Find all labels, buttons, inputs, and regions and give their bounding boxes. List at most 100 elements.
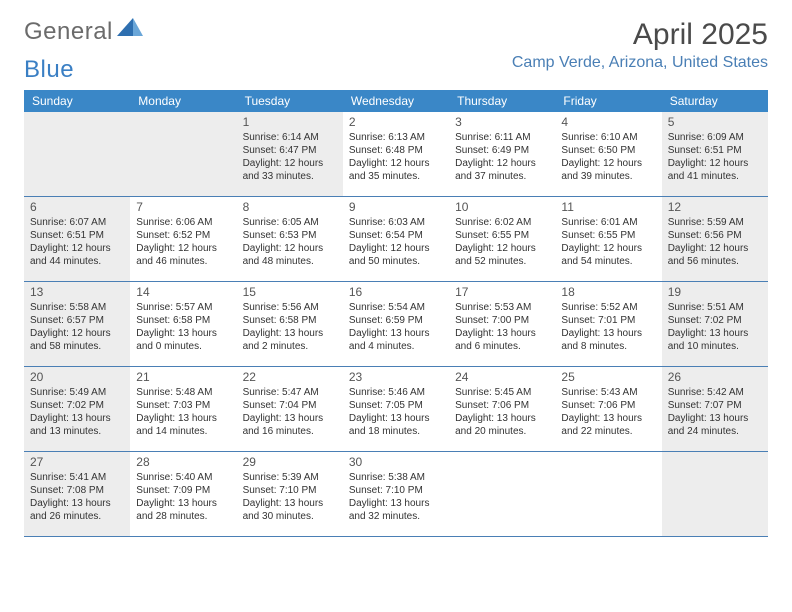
week-row: 13 Sunrise: 5:58 AMSunset: 6:57 PM Dayligh…	[24, 282, 768, 367]
day-number: 21	[136, 370, 230, 384]
daylight-text: Daylight: 13 hours and 6 minutes.	[455, 327, 549, 353]
day-details: Sunrise: 6:09 AMSunset: 6:51 PMDaylight:…	[668, 131, 762, 183]
daylight-text: Daylight: 12 hours and 56 minutes.	[668, 242, 762, 268]
day-number: 12	[668, 200, 762, 214]
day-cell	[555, 452, 661, 536]
day-cell: 3Sunrise: 6:11 AMSunset: 6:49 PMDaylight…	[449, 112, 555, 196]
calendar-grid: SundayMondayTuesdayWednesdayThursdayFrid…	[24, 90, 768, 537]
day-details: Sunrise: 5:45 AMSunset: 7:06 PMDaylight:…	[455, 386, 549, 438]
day-details: Sunrise: 5:41 AMSunset: 7:08 PMDaylight:…	[30, 471, 124, 523]
day-number: 6	[30, 200, 124, 214]
sunset-text: Sunset: 7:02 PM	[668, 314, 762, 327]
daylight-text: Daylight: 13 hours and 32 minutes.	[349, 497, 443, 523]
day-details: Sunrise: 6:13 AMSunset: 6:48 PMDaylight:…	[349, 131, 443, 183]
sunset-text: Sunset: 6:49 PM	[455, 144, 549, 157]
sunrise-text: Sunrise: 5:59 AM	[668, 216, 762, 229]
sunset-text: Sunset: 7:00 PM	[455, 314, 549, 327]
day-details: Sunrise: 6:07 AMSunset: 6:51 PMDaylight:…	[30, 216, 124, 268]
sunrise-text: Sunrise: 6:06 AM	[136, 216, 230, 229]
sunset-text: Sunset: 7:07 PM	[668, 399, 762, 412]
daylight-text: Daylight: 12 hours and 48 minutes.	[243, 242, 337, 268]
sunset-text: Sunset: 6:52 PM	[136, 229, 230, 242]
weekday-header: Saturday	[662, 90, 768, 112]
brand-logo: General	[24, 18, 143, 46]
day-details: Sunrise: 6:14 AMSunset: 6:47 PMDaylight:…	[243, 131, 337, 183]
day-cell: 20Sunrise: 5:49 AMSunset: 7:02 PMDayligh…	[24, 367, 130, 451]
sunset-text: Sunset: 7:01 PM	[561, 314, 655, 327]
sunrise-text: Sunrise: 5:38 AM	[349, 471, 443, 484]
sunrise-text: Sunrise: 5:47 AM	[243, 386, 337, 399]
day-number: 11	[561, 200, 655, 214]
day-number: 8	[243, 200, 337, 214]
day-details: Sunrise: 5:53 AMSunset: 7:00 PMDaylight:…	[455, 301, 549, 353]
month-title: April 2025	[512, 18, 768, 52]
day-details: Sunrise: 5:46 AMSunset: 7:05 PMDaylight:…	[349, 386, 443, 438]
day-number: 15	[243, 285, 337, 299]
day-cell	[24, 112, 130, 196]
sunset-text: Sunset: 7:03 PM	[136, 399, 230, 412]
day-number: 19	[668, 285, 762, 299]
day-details: Sunrise: 5:48 AMSunset: 7:03 PMDaylight:…	[136, 386, 230, 438]
day-number: 9	[349, 200, 443, 214]
day-cell: 5 Sunrise: 6:09 AMSunset: 6:51 PMDaylight…	[662, 112, 768, 196]
sunrise-text: Sunrise: 5:51 AM	[668, 301, 762, 314]
daylight-text: Daylight: 13 hours and 4 minutes.	[349, 327, 443, 353]
sunrise-text: Sunrise: 6:10 AM	[561, 131, 655, 144]
sunset-text: Sunset: 6:57 PM	[30, 314, 124, 327]
sunrise-text: Sunrise: 6:09 AM	[668, 131, 762, 144]
daylight-text: Daylight: 13 hours and 16 minutes.	[243, 412, 337, 438]
sunrise-text: Sunrise: 6:03 AM	[349, 216, 443, 229]
day-number: 5	[668, 115, 762, 129]
day-number: 23	[349, 370, 443, 384]
day-cell: 15 Sunrise: 5:56 AMSunset: 6:58 PMDayligh…	[237, 282, 343, 366]
day-cell: 10Sunrise: 6:02 AMSunset: 6:55 PMDayligh…	[449, 197, 555, 281]
sunrise-text: Sunrise: 5:48 AM	[136, 386, 230, 399]
daylight-text: Daylight: 12 hours and 41 minutes.	[668, 157, 762, 183]
day-details: Sunrise: 5:54 AMSunset: 6:59 PMDaylight:…	[349, 301, 443, 353]
day-details: Sunrise: 6:11 AMSunset: 6:49 PMDaylight:…	[455, 131, 549, 183]
sunrise-text: Sunrise: 6:05 AM	[243, 216, 337, 229]
sunrise-text: Sunrise: 5:56 AM	[243, 301, 337, 314]
day-number: 28	[136, 455, 230, 469]
sunrise-text: Sunrise: 5:40 AM	[136, 471, 230, 484]
day-details: Sunrise: 5:38 AMSunset: 7:10 PMDaylight:…	[349, 471, 443, 523]
sunrise-text: Sunrise: 5:43 AM	[561, 386, 655, 399]
day-number: 13	[30, 285, 124, 299]
logo-triangle-icon	[117, 15, 143, 43]
day-details: Sunrise: 6:10 AMSunset: 6:50 PMDaylight:…	[561, 131, 655, 183]
day-number: 27	[30, 455, 124, 469]
day-cell: 6 Sunrise: 6:07 AMSunset: 6:51 PMDaylight…	[24, 197, 130, 281]
day-cell: 23 Sunrise: 5:46 AMSunset: 7:05 PMDayligh…	[343, 367, 449, 451]
sunrise-text: Sunrise: 5:41 AM	[30, 471, 124, 484]
sunset-text: Sunset: 6:54 PM	[349, 229, 443, 242]
day-details: Sunrise: 5:43 AMSunset: 7:06 PMDaylight:…	[561, 386, 655, 438]
sunrise-text: Sunrise: 5:58 AM	[30, 301, 124, 314]
day-cell: 4Sunrise: 6:10 AMSunset: 6:50 PMDaylight…	[555, 112, 661, 196]
day-details: Sunrise: 5:51 AMSunset: 7:02 PMDaylight:…	[668, 301, 762, 353]
day-details: Sunrise: 5:39 AMSunset: 7:10 PMDaylight:…	[243, 471, 337, 523]
day-cell: 17Sunrise: 5:53 AMSunset: 7:00 PMDayligh…	[449, 282, 555, 366]
sunrise-text: Sunrise: 5:45 AM	[455, 386, 549, 399]
day-cell: 28Sunrise: 5:40 AMSunset: 7:09 PMDayligh…	[130, 452, 236, 536]
day-cell: 12Sunrise: 5:59 AMSunset: 6:56 PMDayligh…	[662, 197, 768, 281]
day-number: 14	[136, 285, 230, 299]
sunset-text: Sunset: 7:06 PM	[455, 399, 549, 412]
calendar-page: General April 2025 Camp Verde, Arizona, …	[0, 0, 792, 555]
day-number: 30	[349, 455, 443, 469]
day-details: Sunrise: 6:01 AMSunset: 6:55 PMDaylight:…	[561, 216, 655, 268]
day-number: 24	[455, 370, 549, 384]
day-details: Sunrise: 5:56 AMSunset: 6:58 PMDaylight:…	[243, 301, 337, 353]
day-cell: 11 Sunrise: 6:01 AMSunset: 6:55 PMDayligh…	[555, 197, 661, 281]
weekday-header: Sunday	[24, 90, 130, 112]
weeks-container: 1Sunrise: 6:14 AMSunset: 6:47 PMDaylight…	[24, 112, 768, 537]
sunrise-text: Sunrise: 6:02 AM	[455, 216, 549, 229]
day-cell	[662, 452, 768, 536]
day-number: 2	[349, 115, 443, 129]
sunrise-text: Sunrise: 5:54 AM	[349, 301, 443, 314]
day-cell: 8Sunrise: 6:05 AMSunset: 6:53 PMDaylight…	[237, 197, 343, 281]
title-block: April 2025 Camp Verde, Arizona, United S…	[512, 18, 768, 72]
daylight-text: Daylight: 12 hours and 44 minutes.	[30, 242, 124, 268]
weekday-header: Thursday	[449, 90, 555, 112]
day-details: Sunrise: 6:06 AMSunset: 6:52 PMDaylight:…	[136, 216, 230, 268]
sunset-text: Sunset: 7:08 PM	[30, 484, 124, 497]
